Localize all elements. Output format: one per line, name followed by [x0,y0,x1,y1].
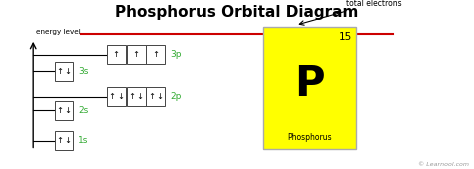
Text: ↑: ↑ [109,92,116,101]
Text: ↑: ↑ [128,92,136,101]
Bar [127,45,146,64]
Text: ↓: ↓ [64,67,72,76]
Bar [107,45,126,64]
Bar [107,87,126,106]
Text: energy level: energy level [36,29,80,35]
Text: 15: 15 [338,32,352,42]
Text: ↑: ↑ [153,50,159,59]
Text: ↓: ↓ [117,92,124,101]
Text: ↓: ↓ [64,106,72,115]
Text: ↑: ↑ [56,106,64,115]
Bar [146,45,165,64]
Bar [55,101,73,120]
Text: ↑: ↑ [56,67,64,76]
Text: 1s: 1s [78,136,89,145]
Text: ↓: ↓ [156,92,164,101]
Text: ↑: ↑ [113,50,119,59]
Text: 2s: 2s [78,106,89,115]
Text: P: P [294,63,325,105]
Text: ↑: ↑ [56,136,64,145]
Text: ↓: ↓ [137,92,144,101]
Text: 3s: 3s [78,67,89,76]
Text: ↑: ↑ [133,50,139,59]
Bar [55,131,73,150]
Text: 2p: 2p [170,92,182,101]
Bar [55,62,73,81]
Text: 3p: 3p [170,50,182,59]
Text: Phosphorus Orbital Diagram: Phosphorus Orbital Diagram [115,5,359,20]
Text: ↑: ↑ [148,92,155,101]
Bar [127,87,146,106]
Bar [263,27,356,149]
Text: © Learnool.com: © Learnool.com [418,162,469,167]
Bar [146,87,165,106]
Text: total electrons: total electrons [299,0,402,25]
Text: ↓: ↓ [64,136,72,145]
Text: Phosphorus: Phosphorus [287,133,332,142]
